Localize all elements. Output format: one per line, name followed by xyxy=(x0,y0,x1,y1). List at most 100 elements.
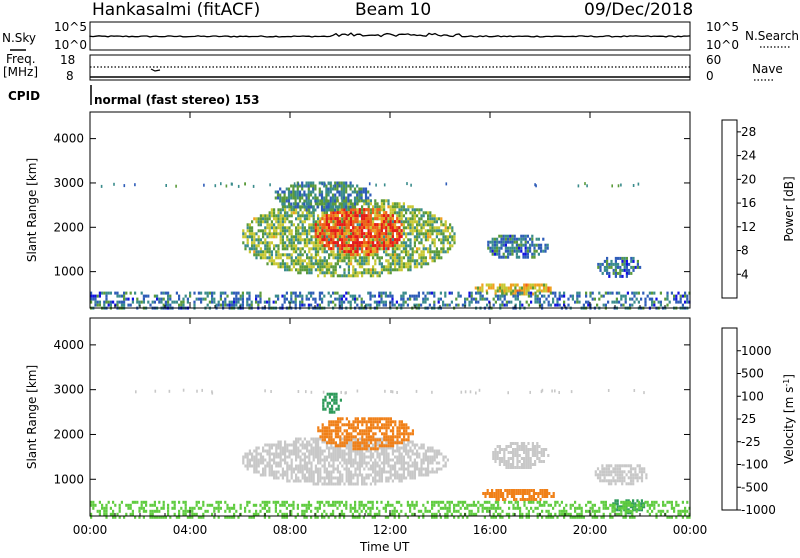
echo-cell xyxy=(338,408,340,411)
echo-cell xyxy=(376,453,378,456)
echo-cell xyxy=(343,197,345,200)
echo-cell xyxy=(381,244,383,247)
echo-cell xyxy=(341,211,343,214)
echo-cell xyxy=(295,259,297,262)
echo-cell xyxy=(374,471,376,474)
echo-cell xyxy=(487,492,489,495)
echo-cell xyxy=(354,268,356,271)
echo-cell xyxy=(387,244,389,247)
echo-cell xyxy=(271,471,273,474)
echo-cell xyxy=(293,235,295,238)
echo-cell xyxy=(414,453,416,456)
echo-cell xyxy=(394,471,396,474)
echo-cell xyxy=(628,272,630,275)
echo-cell xyxy=(607,301,609,304)
echo-cell xyxy=(394,456,396,459)
echo-cell xyxy=(401,468,403,471)
echo-cell xyxy=(608,482,610,485)
echo-cell xyxy=(306,232,308,235)
echo-cell xyxy=(543,290,545,293)
echo-cell xyxy=(262,220,264,223)
date-label: 09/Dec/2018 xyxy=(584,0,693,20)
echo-cell xyxy=(401,456,403,459)
echo-cell xyxy=(638,301,640,304)
echo-cell xyxy=(427,238,429,241)
echo-cell xyxy=(304,232,306,235)
echo-cell xyxy=(604,479,606,482)
echo-cell xyxy=(332,194,334,197)
echo-cell xyxy=(273,217,275,220)
echo-cell xyxy=(388,441,390,444)
echo-cell xyxy=(310,271,312,274)
echo-cell xyxy=(523,460,525,463)
echo-cell xyxy=(514,235,516,238)
echo-cell xyxy=(326,244,328,247)
echo-cell xyxy=(341,203,343,206)
echo-cell xyxy=(398,259,400,262)
echo-cell xyxy=(326,268,328,271)
echo-cell xyxy=(314,185,316,188)
echo-cell xyxy=(407,265,409,268)
echo-cell xyxy=(295,229,297,232)
y-axis-label: Slant Range [km] xyxy=(25,158,39,262)
echo-cell xyxy=(317,200,319,203)
echo-cell xyxy=(262,447,264,450)
echo-cell xyxy=(418,217,420,220)
echo-cell xyxy=(220,182,222,185)
echo-cell xyxy=(392,465,394,468)
echo-cell xyxy=(405,232,407,235)
echo-cell xyxy=(412,444,414,447)
echo-cell xyxy=(277,471,279,474)
echo-cell xyxy=(541,290,543,293)
echo-cell xyxy=(425,232,427,235)
echo-cell xyxy=(319,474,321,477)
echo-cell xyxy=(149,504,151,507)
echo-cell xyxy=(169,298,171,301)
echo-cell xyxy=(370,208,372,211)
echo-cell xyxy=(634,470,636,473)
echo-cell xyxy=(510,463,512,466)
echo-cell xyxy=(262,253,264,256)
echo-cell xyxy=(539,298,541,301)
echo-cell xyxy=(315,235,317,238)
echo-cell xyxy=(492,454,494,457)
echo-cell xyxy=(290,185,292,188)
echo-cell xyxy=(374,247,376,250)
echo-cell xyxy=(630,476,632,479)
echo-cell xyxy=(361,298,363,301)
echo-cell xyxy=(442,235,444,238)
echo-cell xyxy=(626,266,628,269)
echo-cell xyxy=(396,220,398,223)
echo-cell xyxy=(275,453,277,456)
echo-cell xyxy=(341,298,343,301)
echo-cell xyxy=(358,188,360,191)
echo-cell xyxy=(496,244,498,247)
echo-cell xyxy=(501,460,503,463)
echo-cell xyxy=(429,217,431,220)
echo-cell xyxy=(244,456,246,459)
echo-cell xyxy=(299,247,301,250)
echo-cell xyxy=(405,244,407,247)
echo-cell xyxy=(634,476,636,479)
echo-cell xyxy=(97,304,99,307)
echo-cell xyxy=(440,298,442,301)
echo-cell xyxy=(339,298,341,301)
echo-cell xyxy=(586,184,588,187)
echo-cell xyxy=(538,247,540,250)
echo-cell xyxy=(308,250,310,253)
echo-cell xyxy=(361,217,363,220)
echo-cell xyxy=(536,454,538,457)
echo-cell xyxy=(543,451,545,454)
echo-cell xyxy=(326,456,328,459)
echo-cell xyxy=(275,232,277,235)
echo-cell xyxy=(299,238,301,241)
echo-cell xyxy=(392,453,394,456)
echo-cell xyxy=(319,447,321,450)
echo-cell xyxy=(390,438,392,441)
echo-cell xyxy=(585,295,587,298)
echo-cell xyxy=(361,232,363,235)
echo-cell xyxy=(304,268,306,271)
echo-cell xyxy=(273,262,275,265)
echo-cell xyxy=(503,253,505,256)
echo-cell xyxy=(335,262,337,265)
